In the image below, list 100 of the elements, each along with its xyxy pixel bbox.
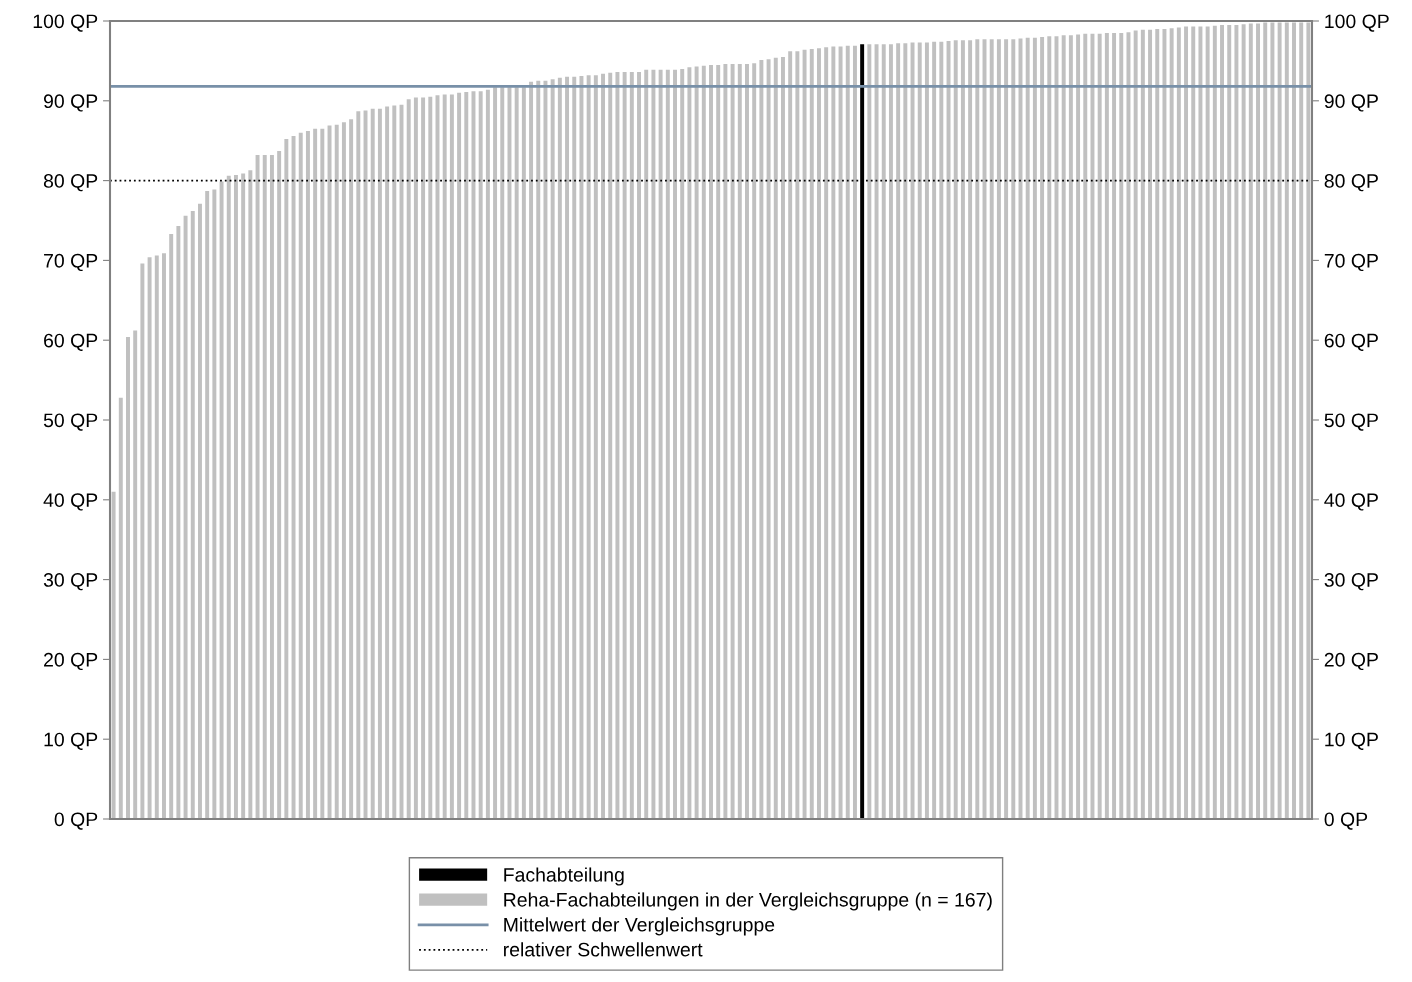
bar: [1241, 24, 1246, 819]
bar: [133, 330, 138, 819]
bar: [1140, 29, 1145, 819]
bar: [1212, 25, 1217, 819]
bar: [514, 87, 519, 819]
bar: [277, 151, 282, 819]
bar: [1090, 33, 1095, 819]
bar: [773, 57, 778, 819]
bar: [219, 181, 224, 819]
bar: [1068, 35, 1073, 819]
bar: [831, 46, 836, 819]
bar: [226, 175, 231, 819]
bar: [694, 66, 699, 819]
bar: [507, 87, 512, 819]
bar: [788, 51, 793, 819]
bar: [1292, 22, 1296, 819]
bar: [1169, 28, 1174, 819]
y-tick-label: 50 QP: [43, 413, 98, 431]
legend-label: Fachabteilung: [504, 867, 624, 886]
bar: [781, 56, 785, 819]
bar: [305, 131, 310, 819]
bar: [586, 75, 591, 819]
bar: [1277, 22, 1282, 819]
bar: [622, 72, 627, 819]
bar: [478, 91, 483, 819]
bar: [413, 97, 418, 819]
legend-label: Mittelwert der Vergleichsgruppe: [504, 917, 775, 936]
y-tick-label: 10 QP: [44, 732, 98, 750]
bar: [493, 87, 498, 819]
bar: [1270, 22, 1275, 819]
y2-tick-label: 70 QP: [1324, 253, 1378, 272]
bar: [1176, 27, 1181, 819]
bar: [924, 42, 929, 819]
bar: [169, 234, 174, 819]
bar: [500, 87, 505, 819]
bar: [608, 72, 613, 819]
bar: [349, 119, 354, 819]
bar: [953, 40, 958, 819]
y2-tick-label: 90 QP: [1324, 94, 1378, 112]
legend-label: Reha-Fachabteilungen in der Vergleichsgruppe (n = 167): [504, 892, 992, 911]
bar: [1256, 23, 1260, 819]
bar: [680, 68, 685, 819]
bar: [334, 124, 339, 819]
bar: [341, 122, 346, 819]
bar: [442, 94, 447, 819]
bar: [673, 69, 677, 819]
y-tick-label: 90 QP: [43, 94, 98, 112]
bar: [212, 189, 217, 819]
bar: [1220, 24, 1225, 819]
bar: [644, 69, 649, 819]
bar: [637, 72, 641, 819]
bar: [233, 175, 238, 819]
bar: [241, 173, 246, 819]
bar: [428, 96, 433, 819]
bar: [917, 42, 922, 819]
bar: [903, 43, 908, 819]
legend-label: relativer Schwellenwert: [504, 942, 703, 957]
y2-tick-label: 80 QP: [1324, 174, 1378, 192]
bar: [1040, 36, 1045, 819]
bar: [975, 39, 980, 819]
bar: [154, 255, 159, 819]
y-tick-label: 20 QP: [44, 652, 98, 671]
bar: [269, 155, 274, 819]
bar: [255, 155, 260, 819]
bar: [910, 42, 915, 819]
bar: [1155, 28, 1160, 819]
bar: [320, 128, 325, 819]
bar: [485, 89, 490, 819]
bar: [248, 170, 253, 819]
bar: [1284, 22, 1289, 819]
bar: [205, 190, 210, 819]
bar: [421, 97, 426, 819]
bar: [111, 491, 116, 819]
bar: [1198, 26, 1203, 819]
bar: [147, 257, 152, 819]
bar: [809, 48, 814, 819]
bar: [968, 40, 973, 819]
bar: [1248, 23, 1253, 819]
bar: [1191, 26, 1196, 819]
bar: [1032, 37, 1037, 819]
bar: [1234, 24, 1239, 819]
bar: [197, 203, 202, 819]
y-tick-label: 0 QP: [54, 812, 98, 830]
bar: [874, 44, 879, 819]
bar: [377, 108, 382, 819]
bar: [457, 92, 462, 819]
bar: [845, 45, 850, 819]
y-tick-label: 100 QP: [33, 14, 98, 32]
bar: [1126, 32, 1131, 819]
y-tick-label: 70 QP: [44, 253, 98, 272]
bar: [118, 397, 123, 819]
bar: [557, 77, 562, 819]
bar: [190, 210, 195, 819]
bar: [1076, 34, 1081, 819]
y2-tick-label: 10 QP: [1325, 732, 1378, 750]
bar: [795, 51, 800, 819]
bar: [550, 79, 555, 819]
bar: [1162, 28, 1167, 819]
bar: [1205, 26, 1210, 819]
bar: [449, 94, 454, 819]
